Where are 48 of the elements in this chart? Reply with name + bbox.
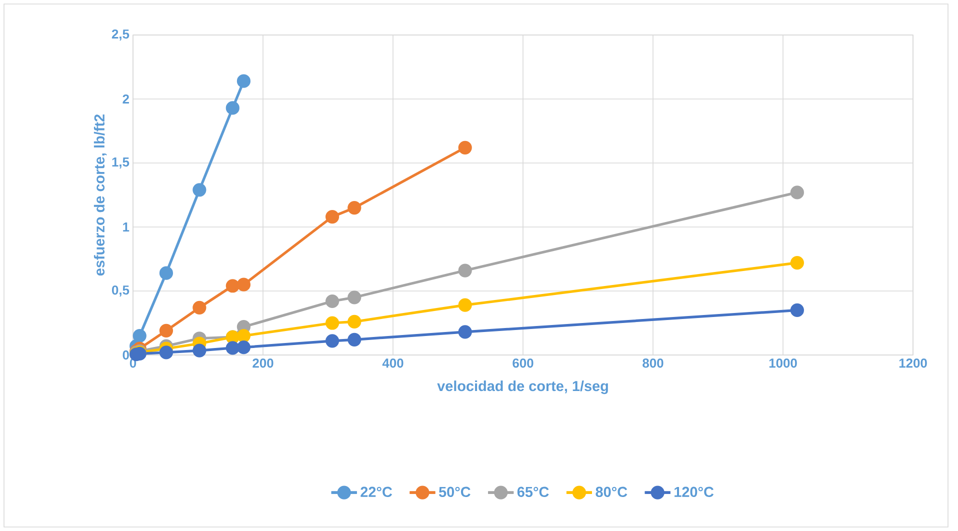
x-axis-title: velocidad de corte, 1/seg [437, 380, 608, 394]
legend-label: 120°C [674, 486, 714, 498]
x-tick-label: 600 [512, 358, 534, 368]
point [226, 341, 240, 355]
point [790, 186, 804, 200]
point [348, 314, 362, 329]
y-tick-label: 2,5 [112, 29, 130, 41]
y-tick-label: 0 [122, 350, 129, 360]
point [236, 278, 250, 292]
x-tick-label: 800 [642, 358, 664, 368]
point [458, 264, 472, 278]
point [325, 334, 340, 348]
point [236, 329, 250, 343]
y-axis-title: esfuerzo de corte, lb/ft2 [94, 114, 107, 276]
point [458, 325, 472, 339]
point [458, 140, 472, 154]
point [790, 303, 804, 318]
point [325, 316, 340, 330]
x-tick-label: 200 [252, 358, 274, 368]
point [458, 298, 472, 312]
point [325, 210, 340, 224]
point [790, 256, 804, 270]
legend-label: 22°C [360, 486, 392, 498]
y-tick-label: 0,5 [112, 285, 130, 297]
point [348, 290, 362, 304]
point [132, 329, 146, 343]
point [348, 332, 362, 346]
point [159, 266, 174, 280]
point [192, 300, 206, 314]
legend-label: 65°C [517, 486, 549, 498]
point [226, 279, 240, 293]
point [192, 344, 206, 358]
point [236, 340, 250, 354]
x-tick-label: 1000 [769, 358, 797, 368]
legend-label: 50°C [438, 486, 470, 498]
point [236, 74, 250, 88]
y-tick-label: 1,5 [112, 158, 130, 168]
legend-label: 80°C [596, 486, 628, 498]
x-tick-label: 1200 [899, 358, 927, 368]
point [192, 183, 206, 197]
point [159, 324, 174, 338]
y-tick-label: 2 [122, 94, 129, 104]
x-tick-label: 400 [382, 358, 404, 368]
y-tick-label: 1 [123, 222, 130, 232]
point [348, 201, 362, 215]
point [159, 346, 174, 360]
point [325, 294, 340, 308]
point [226, 101, 240, 115]
